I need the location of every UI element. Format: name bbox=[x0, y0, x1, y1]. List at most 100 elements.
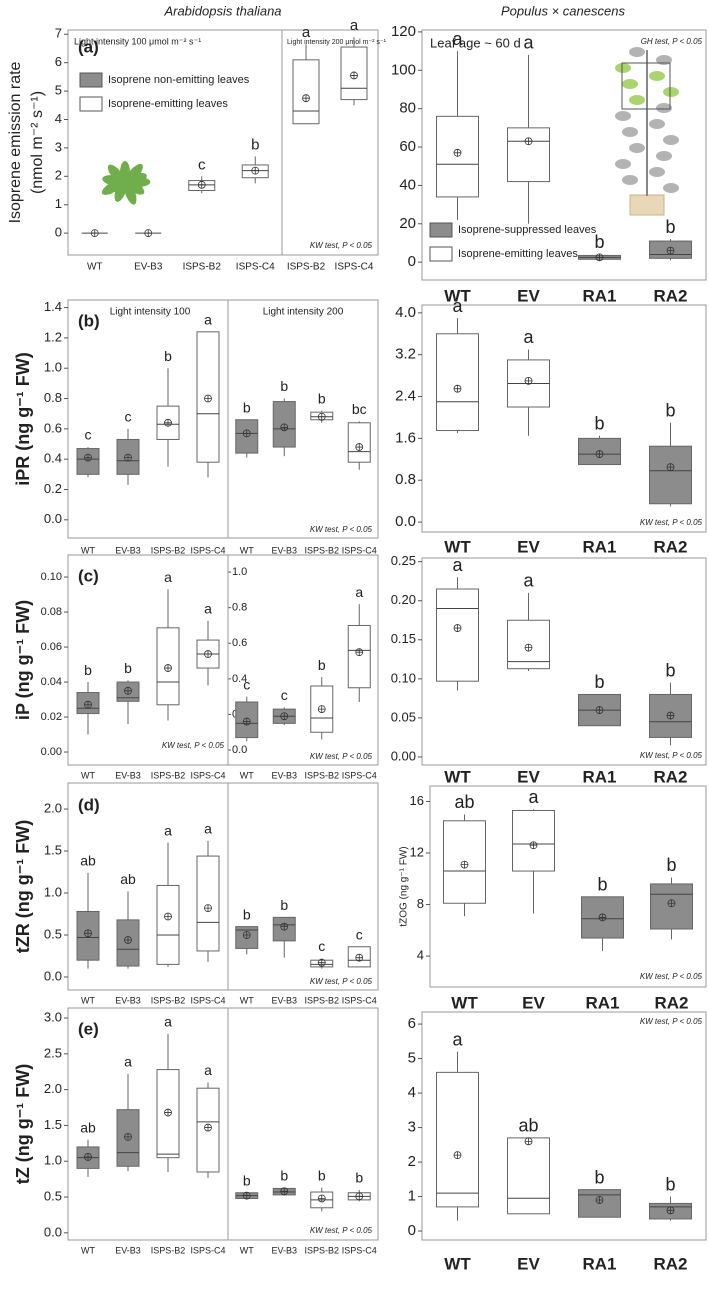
significance-letter: b bbox=[594, 414, 604, 434]
box bbox=[156, 884, 180, 965]
annotation: GH test, P < 0.05 bbox=[641, 37, 703, 46]
significance-letter: ab bbox=[518, 1116, 538, 1136]
mean-cross bbox=[164, 419, 172, 427]
x-tick-label: WT bbox=[240, 1245, 254, 1255]
mean-cross bbox=[280, 1187, 288, 1195]
x-tick-label: WT bbox=[240, 545, 254, 555]
y-tick-label: 4 bbox=[408, 1084, 416, 1101]
mean-cross bbox=[461, 861, 468, 869]
y-tick-label: 0.02 bbox=[41, 711, 62, 723]
y-axis-label: iPR (ng g⁻¹ FW) bbox=[13, 352, 33, 485]
y-tick-label: 8 bbox=[417, 896, 424, 911]
significance-letter: a bbox=[452, 29, 463, 49]
x-tick-label: ISPS-C4 bbox=[342, 770, 377, 780]
x-tick-label: WT bbox=[444, 767, 471, 786]
plant-leaf bbox=[615, 159, 631, 169]
y-tick-label: 1 bbox=[55, 196, 62, 211]
y2-tick-label: 0.6 bbox=[232, 637, 247, 649]
x-tick-label: WT bbox=[451, 993, 478, 1012]
significance-letter: a bbox=[204, 1062, 212, 1078]
x-tick-label: EV-B3 bbox=[115, 995, 141, 1005]
y-tick-label: 3 bbox=[408, 1119, 416, 1136]
significance-letter: b bbox=[243, 399, 251, 415]
significance-letter: a bbox=[124, 1054, 132, 1070]
x-tick-label: ISPS-C4 bbox=[236, 262, 275, 273]
y-tick-label: 2 bbox=[408, 1153, 416, 1170]
x-tick-label: ISPS-B2 bbox=[151, 545, 186, 555]
mean-cross bbox=[280, 923, 288, 931]
y-tick-label: 0.5 bbox=[44, 926, 62, 941]
significance-letter: c bbox=[85, 427, 92, 443]
legend-swatch bbox=[79, 96, 103, 112]
x-tick-label: EV-B3 bbox=[271, 545, 297, 555]
y-tick-label: 0.6 bbox=[44, 420, 62, 435]
y-tick-label: 0.5 bbox=[44, 1188, 62, 1203]
mean-cross bbox=[164, 1109, 172, 1117]
significance-letter: b bbox=[84, 662, 92, 678]
significance-letter: a bbox=[452, 1029, 463, 1049]
mean-cross bbox=[667, 247, 674, 255]
significance-letter: b bbox=[594, 1167, 604, 1187]
box bbox=[507, 1137, 550, 1215]
y-axis-label: iP (ng g⁻¹ FW) bbox=[13, 600, 33, 720]
x-tick-label: EV-B3 bbox=[134, 262, 163, 273]
mean-cross bbox=[318, 705, 326, 713]
significance-letter: b bbox=[594, 672, 604, 692]
significance-letter: a bbox=[164, 822, 172, 838]
y-tick-label: 60 bbox=[399, 138, 416, 155]
x-tick-label: RA1 bbox=[582, 286, 616, 305]
plot-frame bbox=[421, 557, 707, 766]
y-tick-label: 7 bbox=[55, 26, 62, 41]
x-tick-label: RA2 bbox=[653, 537, 687, 556]
x-tick-label: ISPS-B2 bbox=[304, 995, 339, 1005]
x-tick-label: WT bbox=[81, 545, 95, 555]
x-tick-label: WT bbox=[240, 770, 254, 780]
plot-frame bbox=[67, 299, 379, 539]
box bbox=[436, 333, 479, 432]
y-tick-label: 0 bbox=[55, 225, 62, 240]
significance-letter: b bbox=[318, 657, 326, 673]
annotation: KW test, P < 0.05 bbox=[640, 751, 703, 760]
y-tick-label: 40 bbox=[399, 176, 416, 193]
y-tick-label: 3.0 bbox=[44, 1009, 62, 1024]
y-tick-label: 0.25 bbox=[391, 553, 416, 568]
x-tick-label: ISPS-B2 bbox=[151, 770, 186, 780]
box bbox=[436, 588, 479, 682]
y-tick-label: 0.08 bbox=[41, 606, 62, 618]
column-header: Populus × canescens bbox=[501, 3, 625, 18]
mean-cross bbox=[318, 413, 326, 421]
panel-label: (d) bbox=[78, 795, 100, 814]
mean-cross bbox=[318, 1194, 326, 1202]
x-tick-label: ISPS-B2 bbox=[151, 995, 186, 1005]
mean-cross bbox=[454, 149, 461, 157]
annotation: KW test, P < 0.05 bbox=[310, 1226, 373, 1235]
mean-cross bbox=[204, 650, 212, 658]
y-tick-label: 6 bbox=[408, 1015, 416, 1032]
significance-letter: a bbox=[350, 17, 359, 34]
y-tick-label: 0.00 bbox=[391, 748, 416, 763]
x-tick-label: ISPS-C4 bbox=[342, 545, 377, 555]
x-tick-label: EV bbox=[517, 286, 540, 305]
significance-letter: b bbox=[280, 897, 288, 913]
plant-leaf bbox=[663, 135, 679, 145]
plant-leaf bbox=[629, 95, 645, 105]
x-tick-label: ISPS-C4 bbox=[190, 545, 225, 555]
plant-leaf bbox=[649, 119, 665, 129]
y-axis-label: tZ (ng g⁻¹ FW) bbox=[13, 1064, 33, 1184]
plant-leaf bbox=[649, 167, 665, 177]
significance-letter: b bbox=[665, 217, 675, 237]
mean-cross bbox=[243, 718, 251, 726]
significance-letter: ab bbox=[80, 853, 96, 869]
significance-letter: b bbox=[243, 1172, 251, 1188]
significance-letter: b bbox=[280, 378, 288, 394]
y-tick-label: 0.06 bbox=[41, 641, 62, 653]
x-tick-label: EV-B3 bbox=[115, 545, 141, 555]
y-tick-label: 0.0 bbox=[44, 1224, 62, 1239]
plant-leaf bbox=[615, 111, 631, 121]
y-tick-label: 2 bbox=[55, 168, 62, 183]
legend-label: Isoprene-emitting leaves bbox=[458, 248, 578, 260]
y-tick-label: 0.05 bbox=[391, 709, 416, 724]
y-tick-label: 4.0 bbox=[395, 304, 416, 321]
